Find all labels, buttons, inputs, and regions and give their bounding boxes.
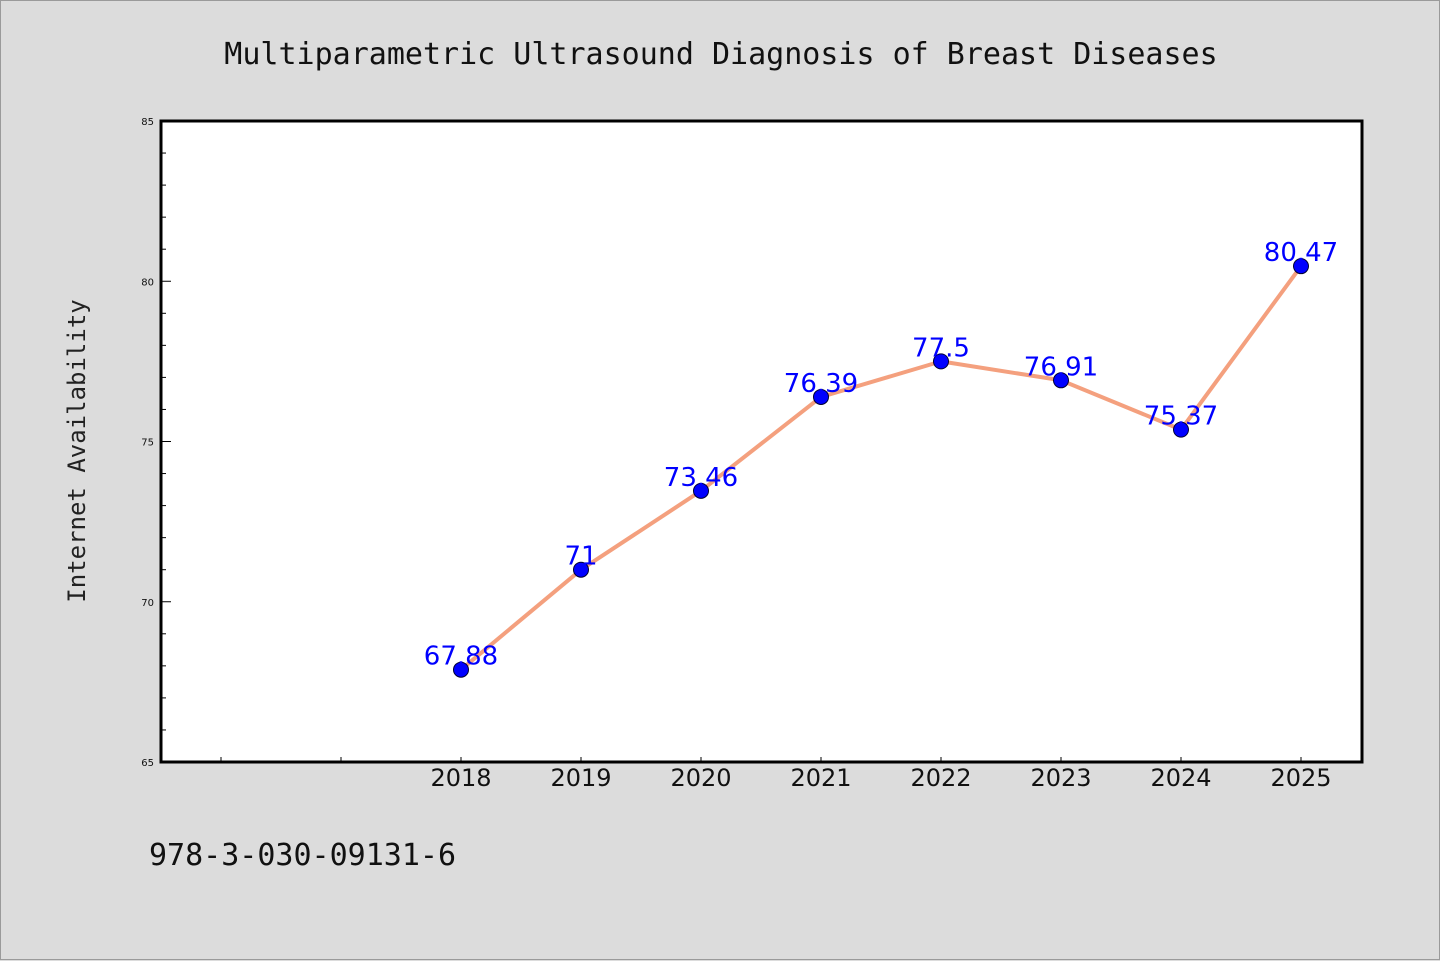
- y-axis-label: Internet Availability: [63, 299, 91, 602]
- data-label-2019: 71: [564, 542, 597, 572]
- data-point-2018: [453, 661, 469, 678]
- data-label-2018: 67.88: [424, 642, 498, 672]
- x-axis: 2018 2019 2020 2021 2022 2023 2024 2025: [220, 757, 1332, 792]
- data-point-2022: [933, 353, 949, 370]
- footer-text: 978-3-030-09131-6: [149, 838, 456, 873]
- data-point-2019: [573, 561, 589, 578]
- x-tick-label-2019: 2019: [550, 764, 611, 792]
- y-tick-label: 85: [141, 117, 154, 128]
- y-tick-label: 70: [141, 598, 154, 609]
- data-label-2024: 75.37: [1144, 402, 1218, 432]
- x-tick-label-2018: 2018: [430, 764, 491, 792]
- data-point-2024: [1173, 421, 1189, 438]
- x-tick-label-2022: 2022: [910, 764, 971, 792]
- data-label-2021: 76.39: [784, 369, 858, 399]
- data-label-2025: 80.47: [1264, 238, 1338, 268]
- data-point-2020: [693, 482, 709, 499]
- data-label-2022: 77.5: [912, 333, 970, 363]
- data-point-2025: [1293, 258, 1309, 275]
- x-tick-label-2024: 2024: [1150, 764, 1211, 792]
- chart-title: Multiparametric Ultrasound Diagnosis of …: [224, 37, 1217, 72]
- x-tick-label-2020: 2020: [670, 764, 731, 792]
- data-label-2020: 73.46: [664, 463, 738, 493]
- data-point-2023: [1053, 372, 1069, 389]
- x-tick-label-2025: 2025: [1270, 764, 1331, 792]
- y-axis: 65 70 75 80 85: [141, 117, 171, 769]
- data-label-2023: 76.91: [1024, 352, 1098, 382]
- x-tick-label-2023: 2023: [1030, 764, 1091, 792]
- y-tick-label: 65: [141, 758, 154, 769]
- series-layer: 67.88 71 73.46 76.39 77.5 76.91 75.37 80.47: [424, 238, 1338, 678]
- data-point-2021: [813, 388, 829, 405]
- y-tick-label: 75: [141, 438, 154, 449]
- x-tick-label-2021: 2021: [790, 764, 851, 792]
- y-tick-label: 80: [141, 277, 154, 288]
- series-line: [459, 264, 1303, 672]
